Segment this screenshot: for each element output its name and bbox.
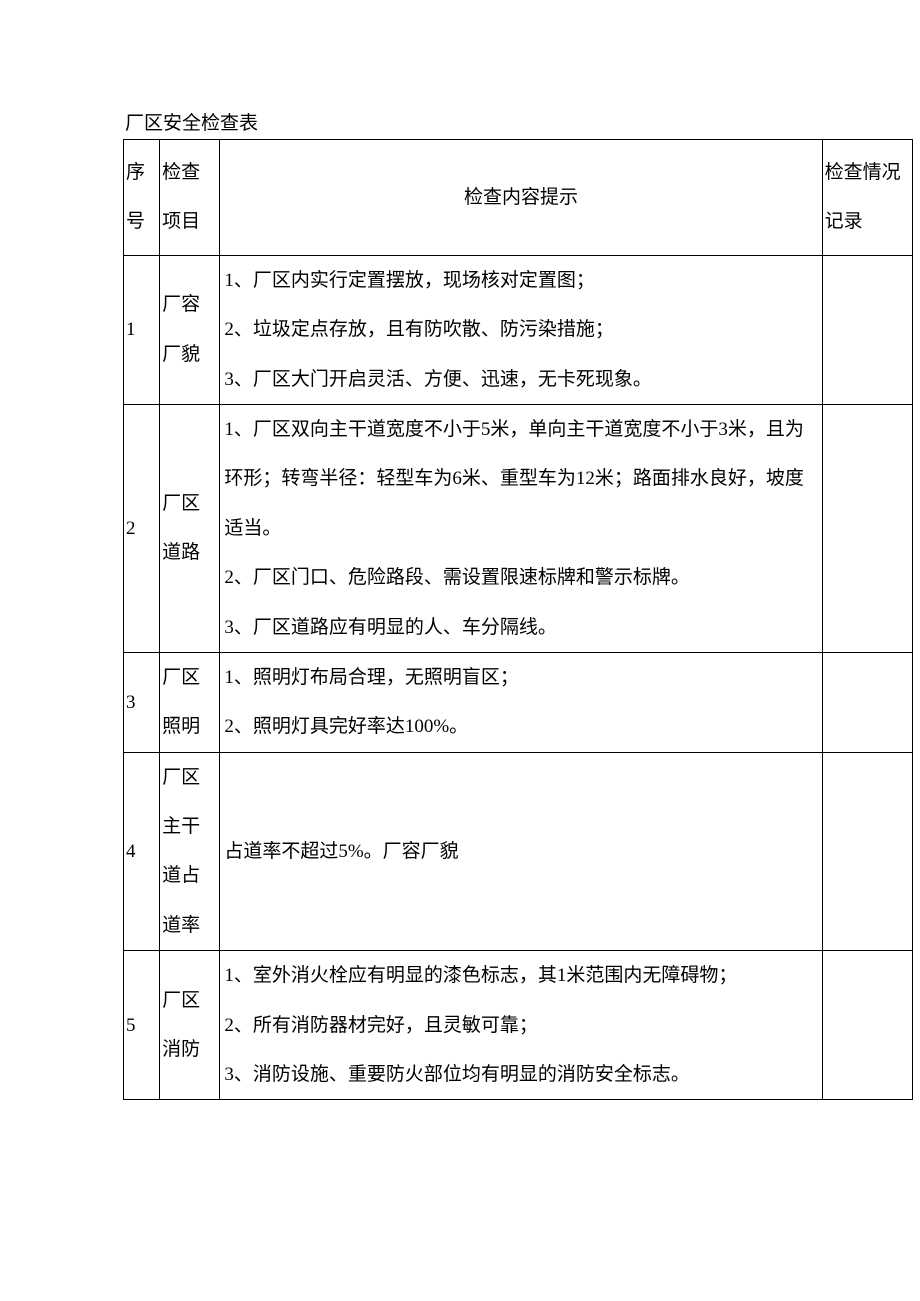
content-line: 占道率不超过5%。厂容厂貌 [224,827,817,876]
safety-check-table: 序号 检查项目 检查内容提示 检查情况记录 1 厂容厂貌 1、厂区内实行定置摆放… [123,139,913,1100]
table-row: 2 厂区道路 1、厂区双向主干道宽度不小于5米，单向主干道宽度不小于3米，且为环… [124,404,913,652]
content-line: 2、所有消防器材完好，且灵敏可靠； [224,1001,817,1050]
cell-record [822,752,912,951]
cell-num: 1 [124,255,160,404]
content-line: 3、厂区大门开启灵活、方便、迅速，无卡死现象。 [224,355,817,404]
content-line: 1、照明灯布局合理，无照明盲区； [224,653,817,702]
content-line: 2、照明灯具完好率达100%。 [224,702,817,751]
cell-record [822,652,912,752]
cell-item: 厂容厂貌 [160,255,220,404]
cell-num: 4 [124,752,160,951]
content-line: 1、厂区双向主干道宽度不小于5米，单向主干道宽度不小于3米，且为环形；转弯半径：… [224,405,817,553]
cell-item: 厂区照明 [160,652,220,752]
cell-content: 1、厂区双向主干道宽度不小于5米，单向主干道宽度不小于3米，且为环形；转弯半径：… [220,404,822,652]
table-row: 4 厂区主干道占道率 占道率不超过5%。厂容厂貌 [124,752,913,951]
document-page: 厂区安全检查表 序号 检查项目 检查内容提示 检查情况记录 1 厂容厂貌 1、厂… [123,108,913,1100]
cell-item: 厂区消防 [160,951,220,1100]
cell-num: 2 [124,404,160,652]
content-line: 1、室外消火栓应有明显的漆色标志，其1米范围内无障碍物； [224,951,817,1000]
content-line: 1、厂区内实行定置摆放，现场核对定置图； [224,256,817,305]
table-row: 1 厂容厂貌 1、厂区内实行定置摆放，现场核对定置图； 2、垃圾定点存放，且有防… [124,255,913,404]
header-record: 检查情况记录 [822,140,912,256]
cell-record [822,951,912,1100]
cell-content: 1、照明灯布局合理，无照明盲区； 2、照明灯具完好率达100%。 [220,652,822,752]
cell-content: 1、厂区内实行定置摆放，现场核对定置图； 2、垃圾定点存放，且有防吹散、防污染措… [220,255,822,404]
content-line: 3、消防设施、重要防火部位均有明显的消防安全标志。 [224,1050,817,1099]
cell-item: 厂区主干道占道率 [160,752,220,951]
cell-num: 3 [124,652,160,752]
page-title: 厂区安全检查表 [123,108,913,135]
cell-content: 1、室外消火栓应有明显的漆色标志，其1米范围内无障碍物； 2、所有消防器材完好，… [220,951,822,1100]
cell-content: 占道率不超过5%。厂容厂貌 [220,752,822,951]
header-item: 检查项目 [160,140,220,256]
table-row: 5 厂区消防 1、室外消火栓应有明显的漆色标志，其1米范围内无障碍物； 2、所有… [124,951,913,1100]
table-header-row: 序号 检查项目 检查内容提示 检查情况记录 [124,140,913,256]
table-row: 3 厂区照明 1、照明灯布局合理，无照明盲区； 2、照明灯具完好率达100%。 [124,652,913,752]
content-line: 2、垃圾定点存放，且有防吹散、防污染措施； [224,305,817,354]
cell-record [822,255,912,404]
cell-item: 厂区道路 [160,404,220,652]
content-line: 2、厂区门口、危险路段、需设置限速标牌和警示标牌。 [224,553,817,602]
cell-record [822,404,912,652]
header-content: 检查内容提示 [220,140,822,256]
cell-num: 5 [124,951,160,1100]
content-line: 3、厂区道路应有明显的人、车分隔线。 [224,603,817,652]
header-num: 序号 [124,140,160,256]
